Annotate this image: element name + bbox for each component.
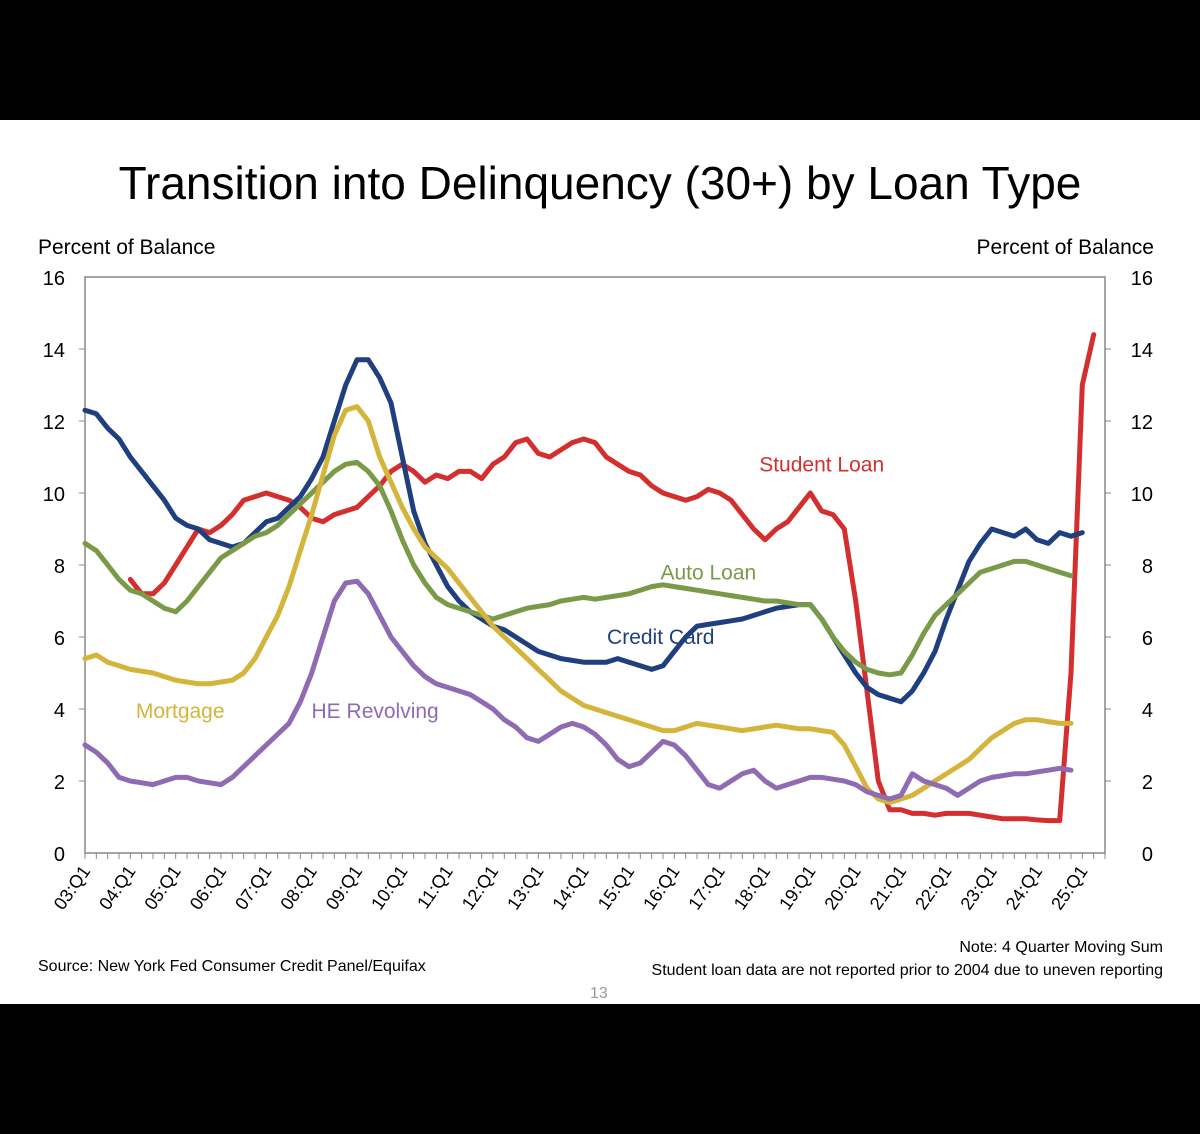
series-label-credit-card: Credit Card [607,626,714,649]
y-tick-label-right: 12 [1131,412,1153,434]
x-tick-label: 15:Q1 [594,862,639,914]
x-tick-label: 10:Q1 [367,862,412,914]
y-tick-label-left: 4 [54,700,65,722]
x-tick-label: 11:Q1 [413,862,457,913]
y-tick-label-right: 14 [1131,340,1153,362]
y-tick-label-right: 4 [1142,700,1153,722]
x-tick-label: 05:Q1 [140,862,185,914]
x-tick-label: 06:Q1 [186,862,231,914]
y-tick-label-left: 14 [43,340,65,362]
y-tick-label-left: 0 [54,844,65,866]
y-tick-label-left: 10 [43,484,65,506]
x-tick-label: 12:Q1 [458,862,503,914]
series-label-mortgage: Mortgage [136,700,225,723]
x-tick-label: 19:Q1 [775,862,820,914]
y-tick-label-left: 8 [54,556,65,578]
chart-title: Transition into Delinquency (30+) by Loa… [118,157,1082,209]
x-tick-label: 24:Q1 [1002,862,1047,914]
x-tick-label: 03:Q1 [50,862,95,914]
series-line-mortgage [82,404,1074,806]
x-tick-label: 16:Q1 [639,862,684,914]
x-tick-label: 04:Q1 [95,862,140,914]
x-tick-label: 17:Q1 [684,862,729,914]
x-tick-label: 20:Q1 [820,862,865,914]
x-tick-label: 18:Q1 [730,862,775,914]
source-note: Source: New York Fed Consumer Credit Pan… [38,958,426,975]
y-tick-label-left: 12 [43,412,65,434]
x-tick-label: 13:Q1 [503,862,548,914]
x-tick-label: 08:Q1 [276,862,321,914]
plot-frame [84,276,1106,854]
series-line-student-loan [127,332,1097,824]
student-loan-note: Student loan data are not reported prior… [651,962,1163,979]
y-axis-title-right: Percent of Balance [976,236,1154,259]
y-tick-label-left: 16 [43,268,65,290]
series-label-he-revolving: HE Revolving [312,700,439,723]
series-line-he-revolving [82,578,1074,802]
y-tick-label-right: 16 [1131,268,1153,290]
x-tick-label: 21:Q1 [866,862,911,914]
slide-background [0,120,1200,1004]
y-tick-label-left: 2 [54,772,65,794]
y-axis-title-left: Percent of Balance [38,236,216,259]
x-tick-label: 14:Q1 [548,862,593,914]
series-label-auto-loan: Auto Loan [660,561,756,584]
series-line-credit-card [82,357,1085,705]
y-tick-label-right: 0 [1142,844,1153,866]
x-tick-label: 25:Q1 [1047,862,1092,914]
y-tick-label-right: 2 [1142,772,1153,794]
moving-sum-note: Note: 4 Quarter Moving Sum [959,939,1163,956]
page-number: 13 [590,985,608,1002]
series-line-auto-loan [82,459,1074,678]
y-tick-label-right: 10 [1131,484,1153,506]
y-tick-label-right: 6 [1142,628,1153,650]
x-tick-label: 22:Q1 [911,862,956,914]
series-label-student-loan: Student Loan [759,453,884,476]
y-tick-label-left: 6 [54,628,65,650]
x-tick-label: 09:Q1 [322,862,367,914]
x-tick-label: 07:Q1 [231,862,276,914]
y-tick-label-right: 8 [1142,556,1153,578]
x-tick-label: 23:Q1 [956,862,1001,914]
